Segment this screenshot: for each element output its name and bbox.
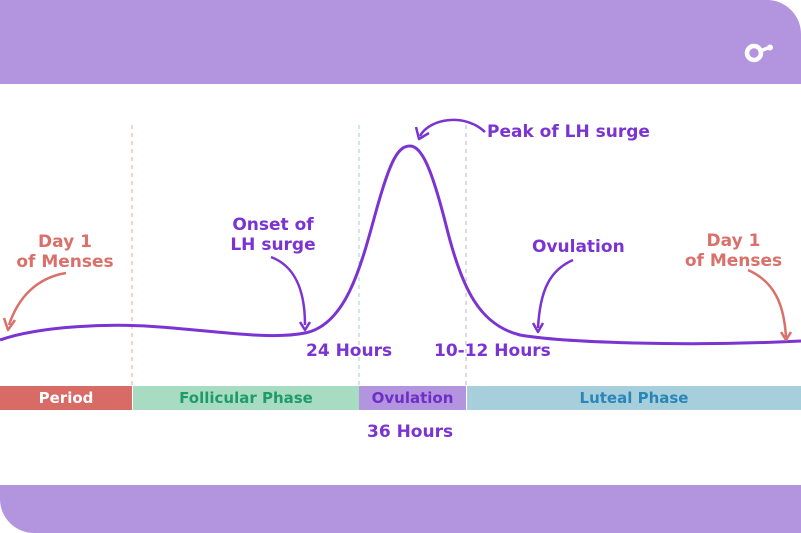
arrow-onset — [270, 255, 307, 326]
phase-luteal: Luteal Phase — [467, 386, 801, 410]
brand-logo-icon — [744, 43, 773, 63]
day1-right-label: Day 1 of Menses — [684, 231, 783, 271]
top-banner — [0, 0, 801, 84]
arrow-ovulation — [536, 258, 574, 329]
lh-curve — [0, 144, 801, 346]
hours-10-12-label: 10-12 Hours — [434, 341, 551, 361]
phase-period: Period — [0, 386, 132, 410]
hours-24-label: 24 Hours — [306, 341, 393, 361]
phase-follicular: Follicular Phase — [133, 386, 359, 410]
arrow-day1-right — [747, 268, 788, 338]
day1-left-label: Day 1 of Menses — [16, 232, 114, 272]
ovulation-label: Ovulation — [532, 237, 625, 257]
arrow-peak — [418, 118, 486, 137]
phase-ovulation: Ovulation — [359, 386, 466, 410]
arrow-day1-left — [7, 271, 67, 326]
bottom-banner — [0, 485, 801, 533]
peak-lh-surge-label: Peak of LH surge — [487, 122, 650, 142]
onset-lh-surge-label: Onset of LH surge — [230, 215, 316, 255]
hours-36-label: 36 Hours — [367, 422, 454, 442]
